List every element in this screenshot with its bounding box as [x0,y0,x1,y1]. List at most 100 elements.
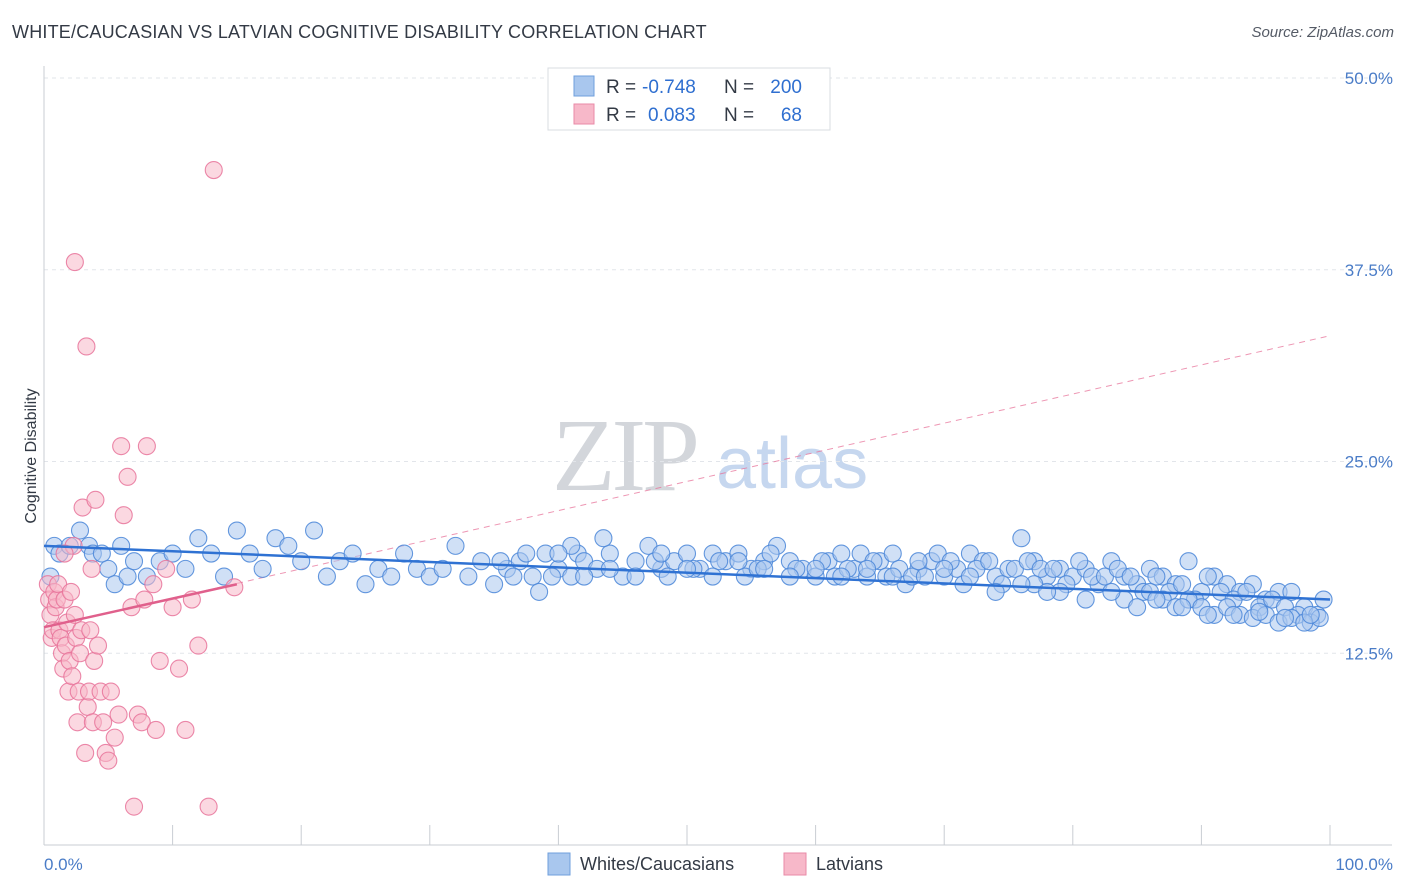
whites-point-36 [433,559,452,578]
latvians-point-34 [85,651,104,670]
latvians-point-58 [169,659,189,678]
source-credit: Source: ZipAtlas.com [1251,24,1394,41]
whites-point-191 [857,559,877,578]
latvians-point-55 [150,651,169,670]
whites-point-148 [1198,567,1217,586]
whites-point-15 [163,544,182,563]
whites-point-207 [491,552,510,571]
latvians-point-59 [176,720,195,740]
latvians-point-66 [65,253,84,272]
whites-point-24 [279,536,298,555]
whites-point-200 [626,567,645,586]
whites-point-39 [472,552,491,571]
whites-point-193 [806,559,825,578]
latvians-point-46 [118,467,137,486]
latvians-point-25 [70,644,90,663]
series-legend: Whites/Caucasians Latvians [547,852,883,876]
latvians-point-48 [124,797,144,816]
whites-point-20 [227,521,246,540]
latvians-point-52 [137,437,156,456]
whites-point-116 [761,544,780,563]
legend-n-value-latvians: 68 [781,105,802,126]
whites-point-203 [549,544,568,563]
whites-point-185 [986,582,1005,601]
legend-swatch-latvians [573,103,595,125]
correlation-legend: R = -0.748 N = 200 R = 0.083 N = 68 [547,67,831,131]
legend-r-label-whites: R = [606,77,636,98]
latvians-point-32 [82,559,101,578]
whites-point-51 [600,544,619,563]
legend-n-value-whites: 200 [770,77,802,98]
latvians-point-50 [132,713,151,732]
whites-point-187 [1038,582,1057,601]
latvians-point-42 [105,728,124,747]
whites-point-182 [1076,590,1095,609]
whites-point-96 [1179,552,1198,571]
whites-point-177 [1250,602,1269,621]
latvians-point-57 [163,598,182,617]
whites-point-57 [677,544,697,563]
series-latvians-points [38,160,244,816]
legend-r-value-whites: -0.748 [642,77,696,98]
whites-point-8 [99,559,118,578]
whites-point-4 [70,521,90,540]
whites-point-197 [703,567,722,586]
whites-point-204 [542,567,562,586]
whites-point-104 [1282,582,1301,601]
whites-point-199 [652,544,671,563]
whites-point-189 [909,552,928,571]
whites-point-159 [1128,598,1147,617]
whites-point-22 [253,559,272,578]
legend-r-value-latvians: 0.083 [648,105,696,126]
y-tick-label-2: 37.5% [1345,261,1393,280]
whites-point-138 [1070,552,1089,571]
trend-latvians [43,582,238,629]
whites-point-12 [124,552,144,571]
whites-point-16 [176,559,195,578]
y-axis-label: Cognitive Disability [23,388,40,523]
latvians-point-65 [77,337,96,356]
latvians-point-54 [146,720,165,740]
whites-point-83 [1012,529,1031,548]
bottom-legend-label-whites: Whites/Caucasians [580,854,734,874]
latvians-point-62 [199,797,218,816]
latvians-point-18 [61,582,81,601]
whites-point-126 [915,567,934,586]
whites-point-73 [883,544,902,563]
whites-point-17 [189,529,208,548]
whites-point-144 [1147,567,1166,586]
whites-point-69 [832,544,851,563]
whites-point-131 [980,552,999,571]
whites-point-174 [1173,598,1192,617]
latvians-point-31 [81,621,100,640]
whites-point-173 [1147,590,1166,609]
whites-point-136 [1044,559,1063,578]
y-tick-label-1: 25.0% [1345,453,1393,472]
tick-labels: 12.5% 25.0% 37.5% 50.0% 0.0% 100.0% [44,69,1393,874]
watermark-atlas: atlas [716,424,868,504]
latvians-point-45 [114,506,133,525]
latvians-point-43 [109,705,128,724]
whites-point-30 [356,575,375,594]
latvians-point-29 [78,697,97,716]
whites-point-109 [594,529,613,548]
axes [43,66,1392,846]
latvians-point-35 [86,490,105,509]
latvians-point-19 [63,667,82,686]
whites-point-196 [729,552,748,571]
latvians-point-67 [55,544,74,563]
whites-point-179 [1301,605,1320,624]
whites-point-184 [960,567,979,586]
whites-point-11 [118,567,137,586]
series-whites-points [41,521,1333,632]
latvians-point-23 [68,713,87,732]
whites-point-188 [935,559,954,578]
whites-point-206 [504,567,523,586]
whites-point-53 [626,552,645,571]
legend-swatch-whites [573,75,595,97]
legend-box [547,67,831,131]
latvians-point-41 [101,682,120,701]
chart-title: WHITE/CAUCASIAN VS LATVIAN COGNITIVE DIS… [12,22,707,42]
legend-n-label-latvians: N = [724,105,754,126]
